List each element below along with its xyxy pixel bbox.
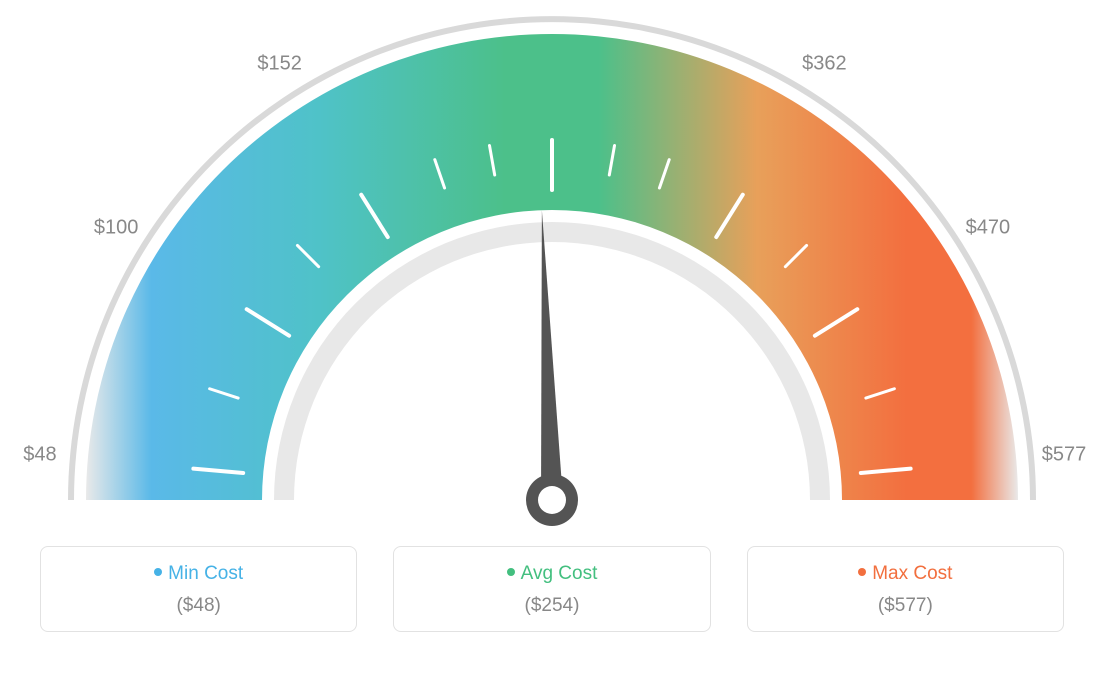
gauge-tick-label: $48 [23, 444, 56, 467]
legend-title-max: Max Cost [748, 563, 1063, 585]
legend-value-max: ($577) [748, 595, 1063, 617]
legend-card-avg: Avg Cost ($254) [393, 546, 710, 632]
dot-icon [154, 568, 162, 576]
dot-icon [858, 568, 866, 576]
gauge-tick-label: $362 [802, 53, 847, 76]
legend-title-max-text: Max Cost [872, 563, 952, 584]
legend-title-avg: Avg Cost [394, 563, 709, 585]
legend-title-min-text: Min Cost [168, 563, 243, 584]
legend-card-max: Max Cost ($577) [747, 546, 1064, 632]
gauge-tick-label: $577 [1042, 444, 1087, 467]
legend-value-min: ($48) [41, 595, 356, 617]
gauge-tick-label: $100 [94, 216, 139, 239]
legend-title-min: Min Cost [41, 563, 356, 585]
gauge-tick-label: $152 [257, 53, 302, 76]
gauge-svg [0, 0, 1104, 540]
cost-gauge: $48$100$152$254$362$470$577 [0, 0, 1104, 540]
legend-card-min: Min Cost ($48) [40, 546, 357, 632]
dot-icon [507, 568, 515, 576]
gauge-tick-label: $470 [966, 216, 1011, 239]
legend-row: Min Cost ($48) Avg Cost ($254) Max Cost … [0, 546, 1104, 632]
legend-title-avg-text: Avg Cost [521, 563, 598, 584]
legend-value-avg: ($254) [394, 595, 709, 617]
